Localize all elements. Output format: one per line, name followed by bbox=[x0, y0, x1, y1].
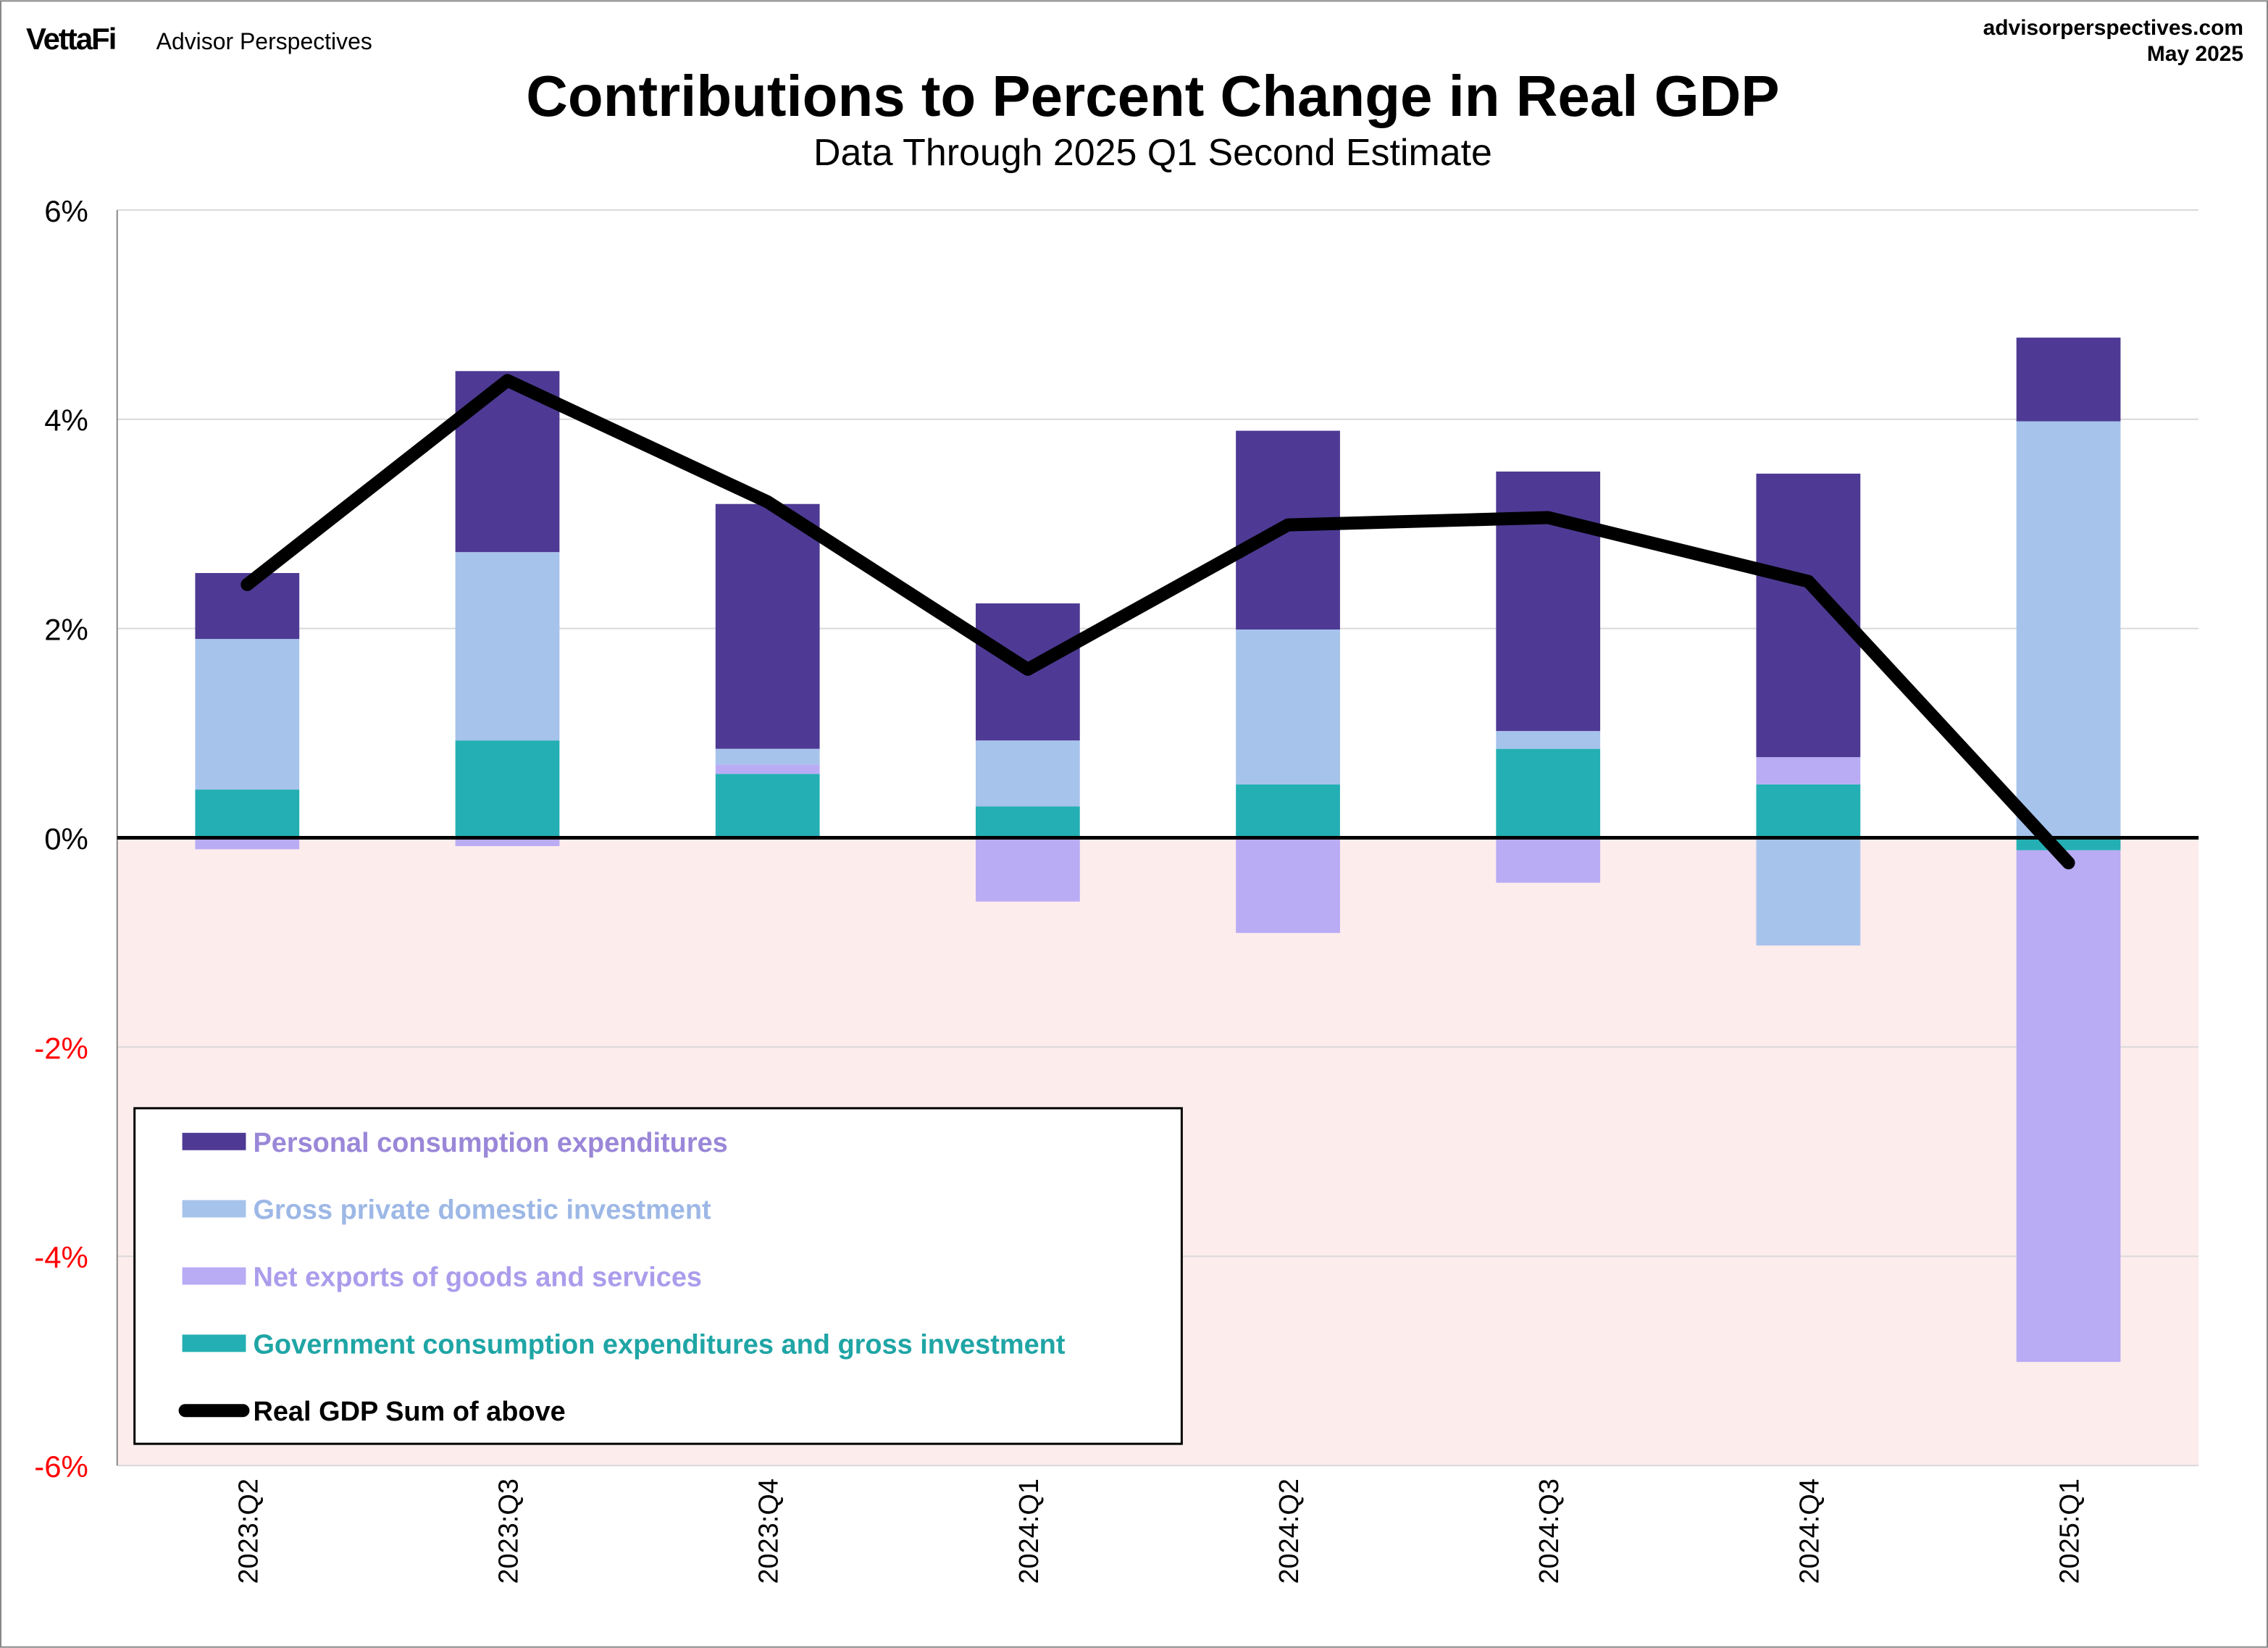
chart-title: Contributions to Percent Change in Real … bbox=[526, 64, 1779, 128]
legend-label: Real GDP Sum of above bbox=[253, 1397, 565, 1427]
bar-segment bbox=[1496, 731, 1601, 749]
y-tick-label: 6% bbox=[44, 194, 88, 228]
bar-segment bbox=[715, 503, 820, 749]
legend-label: Government consumption expenditures and … bbox=[253, 1329, 1065, 1360]
x-tick-label: 2024:Q2 bbox=[1274, 1478, 1305, 1584]
bar-segment bbox=[1496, 748, 1601, 838]
legend-label: Personal consumption expenditures bbox=[253, 1128, 727, 1158]
bar-segment bbox=[2016, 850, 2121, 1363]
legend-swatch bbox=[182, 1334, 246, 1352]
y-tick-label: -2% bbox=[34, 1031, 88, 1065]
x-tick-label: 2023:Q2 bbox=[233, 1478, 264, 1584]
legend-swatch bbox=[182, 1200, 246, 1218]
bar-segment bbox=[1496, 837, 1601, 883]
bar-segment bbox=[455, 837, 560, 847]
bar-segment bbox=[975, 806, 1080, 838]
bar-segment bbox=[2016, 421, 2121, 838]
bar-segment bbox=[1756, 837, 1861, 946]
bar-segment bbox=[1496, 471, 1601, 732]
legend-box bbox=[133, 1107, 1183, 1445]
logo-sub: Advisor Perspectives bbox=[156, 28, 372, 54]
legend-label: Gross private domestic investment bbox=[253, 1195, 711, 1226]
y-tick-label: 4% bbox=[44, 403, 88, 438]
x-tick-label: 2023:Q3 bbox=[493, 1478, 524, 1584]
bar-segment bbox=[975, 837, 1080, 902]
site-url: advisorperspectives.com bbox=[1983, 16, 2243, 40]
x-tick-label: 2024:Q4 bbox=[1794, 1478, 1825, 1584]
x-tick-label: 2024:Q1 bbox=[1014, 1478, 1045, 1584]
y-tick-label: 2% bbox=[44, 613, 88, 647]
chart-subtitle: Data Through 2025 Q1 Second Estimate bbox=[813, 132, 1492, 174]
legend-swatch bbox=[182, 1267, 246, 1285]
bar-segment bbox=[715, 774, 820, 838]
bar-segment bbox=[2016, 837, 2121, 850]
bar-segment bbox=[1756, 784, 1861, 838]
bar-segment bbox=[1236, 784, 1340, 838]
bar-segment bbox=[455, 552, 560, 741]
bar-segment bbox=[715, 748, 820, 765]
legend-swatch bbox=[182, 1132, 246, 1150]
logo-brand: VettaFi bbox=[26, 22, 115, 56]
y-tick-label: -4% bbox=[34, 1240, 88, 1274]
bar-segment bbox=[195, 639, 300, 790]
bar-segment bbox=[1756, 757, 1861, 785]
bar-segment bbox=[1236, 837, 1340, 933]
bar-segment bbox=[455, 740, 560, 838]
publish-date: May 2025 bbox=[2147, 42, 2243, 66]
x-tick-label: 2025:Q1 bbox=[2055, 1478, 2085, 1584]
legend-label: Net exports of goods and services bbox=[253, 1262, 702, 1292]
legend: Personal consumption expenditures Gross p… bbox=[133, 1107, 1183, 1445]
bar-segment bbox=[195, 837, 300, 850]
bar-segment bbox=[1236, 629, 1340, 785]
y-tick-label: -6% bbox=[34, 1450, 88, 1484]
x-tick-label: 2023:Q4 bbox=[754, 1478, 784, 1584]
bar-segment bbox=[195, 790, 300, 838]
y-tick-label: 0% bbox=[44, 821, 88, 856]
x-tick-label: 2024:Q3 bbox=[1534, 1478, 1565, 1584]
bar-segment bbox=[975, 740, 1080, 807]
gdp-line bbox=[240, 374, 2075, 870]
bar-segment bbox=[2016, 338, 2121, 422]
bar-segment bbox=[715, 764, 820, 774]
